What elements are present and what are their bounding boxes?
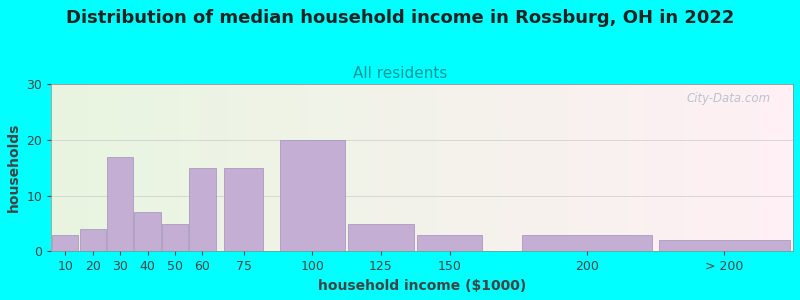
Y-axis label: households: households	[7, 123, 21, 212]
Bar	[107, 157, 133, 251]
Bar	[280, 140, 345, 251]
Text: All residents: All residents	[353, 66, 447, 81]
Bar	[659, 240, 790, 251]
Bar	[190, 168, 215, 251]
Text: Distribution of median household income in Rossburg, OH in 2022: Distribution of median household income …	[66, 9, 734, 27]
Bar	[224, 168, 263, 251]
Bar	[417, 235, 482, 251]
Bar	[162, 224, 188, 251]
X-axis label: household income ($1000): household income ($1000)	[318, 279, 526, 293]
Bar	[349, 224, 414, 251]
Bar	[134, 212, 161, 251]
Text: City-Data.com: City-Data.com	[686, 92, 771, 105]
Bar	[79, 229, 106, 251]
Bar	[522, 235, 652, 251]
Bar	[52, 235, 78, 251]
